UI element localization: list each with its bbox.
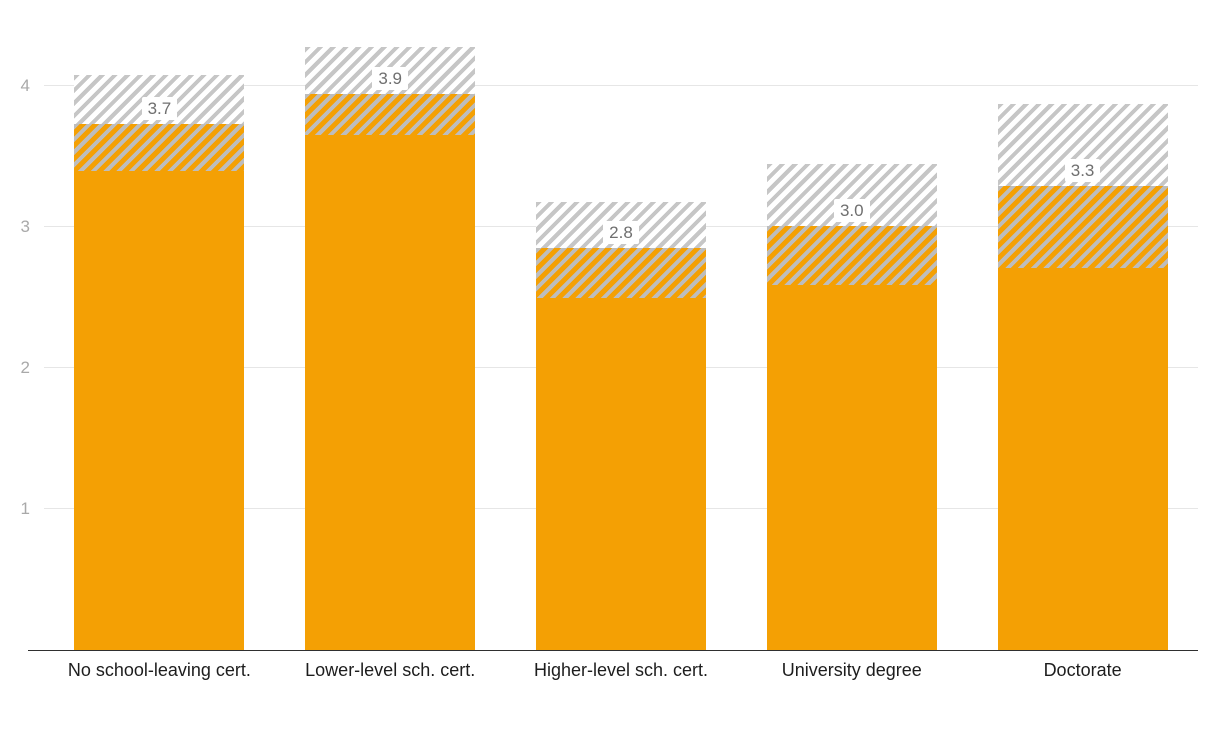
value-label: 2.8 <box>603 221 639 245</box>
bar-1: 3.7 <box>74 74 245 650</box>
bar-slot: 2.8 <box>506 201 737 650</box>
bar-solid-segment <box>766 284 937 650</box>
ci-upper-segment: 3.0 <box>766 163 937 226</box>
bar-slot: 3.0 <box>736 163 967 650</box>
x-axis-labels: No school-leaving cert. Lower-level sch. … <box>44 658 1198 682</box>
plot-area: 3.7 3.9 2.8 3.0 3.3 <box>28 0 1198 651</box>
x-axis-line <box>28 650 1198 651</box>
bar-3: 2.8 <box>535 201 706 650</box>
category-label-slot: Higher-level sch. cert. <box>506 658 737 682</box>
category-label-slot: Doctorate <box>967 658 1198 682</box>
bar-2: 3.9 <box>305 46 476 650</box>
value-label: 3.9 <box>372 67 408 91</box>
y-tick-label: 3 <box>20 217 30 236</box>
category-label-slot: University degree <box>736 658 967 682</box>
ci-lower-segment <box>997 186 1168 268</box>
bar-4: 3.0 <box>766 163 937 650</box>
bar-slot: 3.7 <box>44 74 275 650</box>
category-label: Higher-level sch. cert. <box>533 660 709 680</box>
category-label: University degree <box>781 660 922 680</box>
bar-5: 3.3 <box>997 104 1168 650</box>
value-label: 3.3 <box>1064 159 1101 183</box>
ci-lower-segment <box>74 124 245 171</box>
ci-upper-segment: 3.7 <box>74 74 245 125</box>
bar-solid-segment <box>535 297 706 650</box>
ci-upper-segment: 2.8 <box>535 201 706 249</box>
category-label-slot: No school-leaving cert. <box>44 658 275 682</box>
ci-upper-segment: 3.3 <box>997 104 1168 187</box>
bar-slot: 3.9 <box>275 46 506 650</box>
category-label: No school-leaving cert. <box>67 660 251 680</box>
category-label-slot: Lower-level sch. cert. <box>275 658 506 682</box>
bars: 3.7 3.9 2.8 3.0 3.3 <box>44 0 1198 650</box>
bar-slot: 3.3 <box>967 104 1198 650</box>
category-label: Doctorate <box>1043 660 1122 680</box>
bar-solid-segment <box>305 135 476 650</box>
y-axis: 1 2 3 4 <box>0 0 40 650</box>
y-tick-label: 4 <box>20 76 30 95</box>
bar-solid-segment <box>74 170 245 650</box>
ci-upper-segment: 3.9 <box>305 46 476 95</box>
bar-solid-segment <box>997 267 1168 650</box>
ci-lower-segment <box>766 225 937 285</box>
gridline <box>44 85 1198 86</box>
category-label: Lower-level sch. cert. <box>305 660 476 680</box>
y-tick-label: 1 <box>20 499 30 518</box>
value-label: 3.7 <box>141 97 178 121</box>
y-tick-label: 2 <box>20 358 30 377</box>
value-label: 3.0 <box>833 198 870 222</box>
ci-lower-segment <box>305 94 476 136</box>
ci-lower-segment <box>535 248 706 298</box>
